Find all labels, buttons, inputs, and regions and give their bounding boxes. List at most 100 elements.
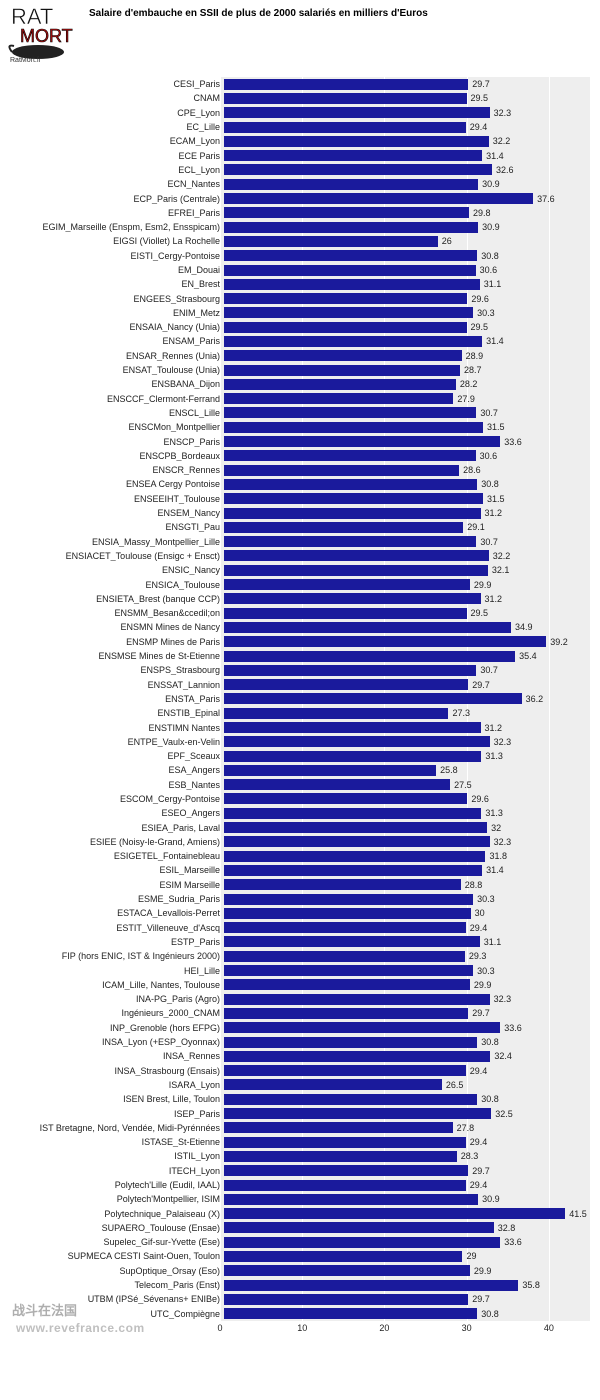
- bar-label: ENSEM_Nancy: [10, 508, 224, 518]
- bar-value: 27.3: [452, 708, 470, 718]
- bar-label: ECE Paris: [10, 151, 224, 161]
- bar: [224, 851, 485, 862]
- bar-label: INSA_Rennes: [10, 1051, 224, 1061]
- bar-value: 32.3: [494, 737, 512, 747]
- bar: [224, 579, 470, 590]
- bar-row: ENSEEIHT_Toulouse31.5: [10, 492, 590, 506]
- bar-value: 29.4: [470, 1180, 488, 1190]
- bar: [224, 965, 473, 976]
- bar-label: SUPMECA CESTI Saint-Ouen, Toulon: [10, 1251, 224, 1261]
- logo: RAT MORT RatMort.fr: [8, 4, 83, 69]
- bar: [224, 879, 461, 890]
- bar: [224, 1294, 468, 1305]
- bar-row: ESTACA_Levallois-Perret30: [10, 906, 590, 920]
- bar-value: 33.6: [504, 1023, 522, 1033]
- logo-sub: RatMort.fr: [10, 57, 42, 64]
- bar: [224, 1022, 500, 1033]
- bar-label: ESEO_Angers: [10, 808, 224, 818]
- bar-value: 29.5: [471, 322, 489, 332]
- bar-label: ESTIT_Villeneuve_d'Ascq: [10, 923, 224, 933]
- bar-label: CPE_Lyon: [10, 108, 224, 118]
- bar-row: INSA_Lyon (+ESP_Oyonnax)30.8: [10, 1035, 590, 1049]
- bar: [224, 865, 482, 876]
- bar-value: 30: [475, 908, 485, 918]
- bar-row: INSA_Strasbourg (Ensais)29.4: [10, 1063, 590, 1077]
- bar-label: ENSIACET_Toulouse (Ensigc + Ensct): [10, 551, 224, 561]
- bar-value: 31.2: [485, 723, 503, 733]
- bar-label: ITECH_Lyon: [10, 1166, 224, 1176]
- bar: [224, 1237, 500, 1248]
- bar-value: 30.6: [480, 265, 498, 275]
- bar-value: 30.8: [481, 1094, 499, 1104]
- bar: [224, 1037, 477, 1048]
- bar-row: ENSCP_Paris33.6: [10, 434, 590, 448]
- bar: [224, 179, 478, 190]
- bar: [224, 350, 462, 361]
- bar-label: SUPAERO_Toulouse (Ensae): [10, 1223, 224, 1233]
- bar: [224, 379, 456, 390]
- bar: [224, 665, 476, 676]
- bar-row: EM_Douai30.6: [10, 263, 590, 277]
- bar: [224, 1308, 477, 1319]
- bar-row: ISARA_Lyon26.5: [10, 1078, 590, 1092]
- bar-row: EC_Lille29.4: [10, 120, 590, 134]
- bar: [224, 236, 438, 247]
- bar: [224, 679, 468, 690]
- bar: [224, 479, 477, 490]
- bar-label: ENSEA Cergy Pontoise: [10, 479, 224, 489]
- bar-row: ESIEE (Noisy-le-Grand, Amiens)32.3: [10, 835, 590, 849]
- bar-value: 27.8: [457, 1123, 475, 1133]
- bar-value: 29.4: [470, 1137, 488, 1147]
- bar-row: ENSBANA_Dijon28.2: [10, 377, 590, 391]
- bar-row: Ingénieurs_2000_CNAM29.7: [10, 1006, 590, 1020]
- bar-row: ISEP_Paris32.5: [10, 1106, 590, 1120]
- bar-label: EFREI_Paris: [10, 208, 224, 218]
- bar-row: Supelec_Gif-sur-Yvette (Ese)33.6: [10, 1235, 590, 1249]
- bar-label: ENSPS_Strasbourg: [10, 665, 224, 675]
- bar: [224, 1180, 466, 1191]
- bar-label: ENSCCF_Clermont-Ferrand: [10, 394, 224, 404]
- bar-row: ENIM_Metz30.3: [10, 306, 590, 320]
- bar: [224, 207, 469, 218]
- bar-value: 34.9: [515, 622, 533, 632]
- bar-row: ENSCMon_Montpellier31.5: [10, 420, 590, 434]
- bar-row: ESTP_Paris31.1: [10, 935, 590, 949]
- bar-row: ESB_Nantes27.5: [10, 778, 590, 792]
- bar: [224, 779, 450, 790]
- bar-label: HEI_Lille: [10, 966, 224, 976]
- bar-row: INA-PG_Paris (Agro)32.3: [10, 992, 590, 1006]
- bar: [224, 994, 490, 1005]
- bar-row: ENSEM_Nancy31.2: [10, 506, 590, 520]
- bar-value: 30.3: [477, 308, 495, 318]
- bar-label: FIP (hors ENIC, IST & Ingénieurs 2000): [10, 951, 224, 961]
- bar-row: Polytechnique_Palaiseau (X)41.5: [10, 1206, 590, 1220]
- bar-row: ISTIL_Lyon28.3: [10, 1149, 590, 1163]
- bar: [224, 322, 467, 333]
- bar-value: 32.2: [493, 551, 511, 561]
- bar-row: ENSGTI_Pau29.1: [10, 520, 590, 534]
- bar-row: IST Bretagne, Nord, Vendée, Midi-Pyrénné…: [10, 1121, 590, 1135]
- bar-value: 32.5: [495, 1109, 513, 1119]
- bar: [224, 193, 533, 204]
- bar-value: 36.2: [526, 694, 544, 704]
- bar-row: INP_Grenoble (hors EFPG)33.6: [10, 1021, 590, 1035]
- watermark-cn: 战斗在法国: [12, 1300, 77, 1319]
- bar: [224, 136, 489, 147]
- bar-value: 35.8: [522, 1280, 540, 1290]
- bar-row: ENSAR_Rennes (Unia)28.9: [10, 349, 590, 363]
- bar-row: ENSTIMN Nantes31.2: [10, 720, 590, 734]
- bar-row: ENSMN Mines de Nancy34.9: [10, 620, 590, 634]
- bar-label: ENSAT_Toulouse (Unia): [10, 365, 224, 375]
- bar-value: 29.6: [471, 794, 489, 804]
- bar-label: EGIM_Marseille (Enspm, Esm2, Ensspicam): [10, 222, 224, 232]
- bar: [224, 922, 466, 933]
- bar: [224, 1151, 457, 1162]
- bar: [224, 336, 482, 347]
- bar-value: 29.4: [470, 1066, 488, 1076]
- bar-row: ESEO_Angers31.3: [10, 806, 590, 820]
- bar-value: 28.6: [463, 465, 481, 475]
- bar-value: 31.5: [487, 422, 505, 432]
- bar-label: EN_Brest: [10, 279, 224, 289]
- bar-label: EC_Lille: [10, 122, 224, 132]
- header: RAT MORT RatMort.fr Salaire d'embauche e…: [0, 0, 600, 73]
